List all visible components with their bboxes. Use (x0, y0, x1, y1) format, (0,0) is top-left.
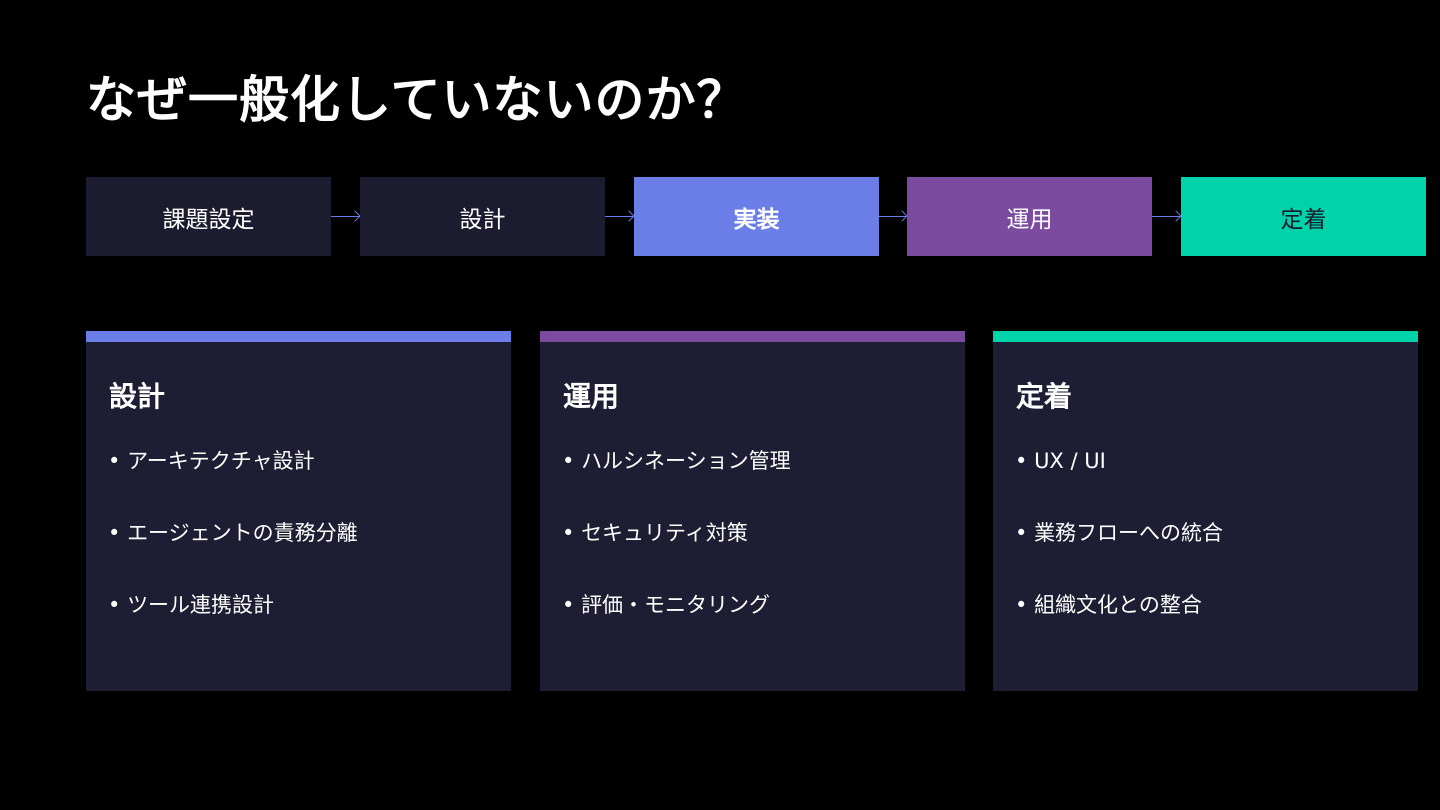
card-list: UX / UI 業務フローへの統合 組織文化との整合 (1015, 445, 1223, 661)
list-item: セキュリティ対策 (562, 517, 791, 589)
card-title: 設計 (109, 380, 166, 413)
card-list: ハルシネーション管理 セキュリティ対策 評価・モニタリング (562, 445, 791, 661)
step-label: 定着 (1280, 206, 1327, 233)
card-accent-bar (993, 331, 1418, 342)
arrow-icon (1152, 216, 1181, 217)
list-item: ハルシネーション管理 (562, 445, 791, 517)
list-item: UX / UI (1015, 445, 1223, 517)
list-item: アーキテクチャ設計 (108, 445, 358, 517)
step-label: 設計 (459, 206, 506, 233)
card-title: 定着 (1016, 380, 1073, 413)
card-accent-bar (86, 331, 511, 342)
arrow-icon (331, 216, 360, 217)
arrow-icon (605, 216, 634, 217)
step-operation: 運用 (907, 177, 1152, 256)
slide-title: なぜ一般化していないのか？ (86, 71, 748, 129)
card-title: 運用 (563, 380, 620, 413)
card-list: アーキテクチャ設計 エージェントの責務分離 ツール連携設計 (108, 445, 358, 661)
step-adoption: 定着 (1181, 177, 1426, 256)
card-adoption: 定着 UX / UI 業務フローへの統合 組織文化との整合 (993, 331, 1418, 691)
step-label: 課題設定 (162, 206, 255, 233)
card-accent-bar (540, 331, 965, 342)
list-item: 評価・モニタリング (562, 589, 791, 661)
list-item: ツール連携設計 (108, 589, 358, 661)
card-design: 設計 アーキテクチャ設計 エージェントの責務分離 ツール連携設計 (86, 331, 511, 691)
arrow-icon (878, 216, 907, 217)
step-label: 実装 (733, 206, 780, 233)
card-operation: 運用 ハルシネーション管理 セキュリティ対策 評価・モニタリング (540, 331, 965, 691)
list-item: 組織文化との整合 (1015, 589, 1223, 661)
step-implementation: 実装 (634, 177, 879, 256)
step-problem-setting: 課題設定 (86, 177, 331, 256)
step-design: 設計 (360, 177, 605, 256)
step-label: 運用 (1006, 206, 1053, 233)
list-item: エージェントの責務分離 (108, 517, 358, 589)
list-item: 業務フローへの統合 (1015, 517, 1223, 589)
